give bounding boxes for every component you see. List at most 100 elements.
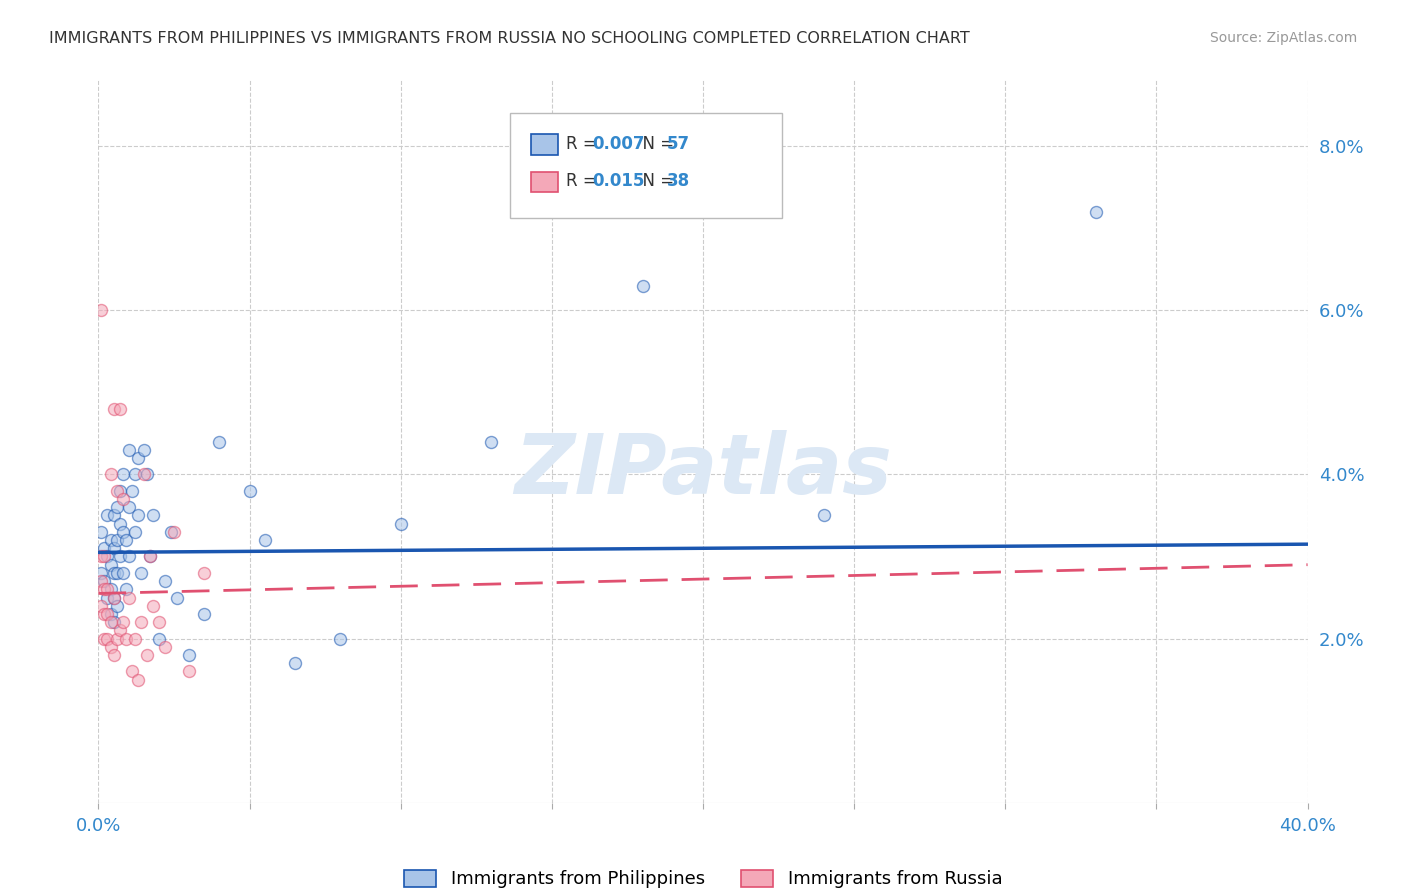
Point — [100, 615, 122, 630]
Point — [93, 549, 115, 564]
Point — [179, 665, 201, 679]
Text: IMMIGRANTS FROM PHILIPPINES VS IMMIGRANTS FROM RUSSIA NO SCHOOLING COMPLETED COR: IMMIGRANTS FROM PHILIPPINES VS IMMIGRANT… — [49, 31, 970, 46]
Point — [153, 574, 176, 588]
Text: 0.015: 0.015 — [592, 172, 644, 190]
Point — [127, 673, 149, 687]
Point — [114, 582, 136, 597]
Point — [111, 524, 134, 539]
FancyBboxPatch shape — [531, 135, 558, 154]
Point — [239, 483, 262, 498]
Point — [96, 549, 118, 564]
Point — [103, 508, 125, 523]
Point — [111, 615, 134, 630]
Point — [124, 524, 146, 539]
Point — [253, 533, 276, 547]
Point — [93, 574, 115, 588]
Point — [105, 566, 128, 580]
Point — [148, 615, 170, 630]
Point — [96, 582, 118, 597]
Text: N =: N = — [631, 135, 679, 153]
Point — [103, 591, 125, 605]
Legend: Immigrants from Philippines, Immigrants from Russia: Immigrants from Philippines, Immigrants … — [396, 863, 1010, 892]
Point — [139, 549, 162, 564]
Point — [100, 467, 122, 482]
Point — [96, 607, 118, 621]
Point — [100, 640, 122, 654]
Point — [93, 632, 115, 646]
Point — [118, 442, 141, 457]
Point — [111, 566, 134, 580]
Text: R =: R = — [567, 135, 602, 153]
Point — [105, 533, 128, 547]
Point — [148, 632, 170, 646]
Point — [111, 491, 134, 506]
Point — [93, 541, 115, 556]
Point — [153, 640, 176, 654]
Point — [121, 665, 143, 679]
Text: Source: ZipAtlas.com: Source: ZipAtlas.com — [1209, 31, 1357, 45]
Point — [127, 450, 149, 465]
Point — [108, 549, 131, 564]
Point — [139, 549, 162, 564]
Point — [100, 533, 122, 547]
Point — [100, 582, 122, 597]
Point — [111, 467, 134, 482]
Text: 38: 38 — [666, 172, 690, 190]
Point — [100, 558, 122, 572]
Point — [103, 615, 125, 630]
Point — [105, 483, 128, 498]
Point — [90, 524, 112, 539]
Point — [284, 657, 307, 671]
Point — [124, 632, 146, 646]
Point — [90, 303, 112, 318]
Point — [631, 278, 654, 293]
Point — [105, 632, 128, 646]
Text: ZIPatlas: ZIPatlas — [515, 430, 891, 511]
Point — [118, 549, 141, 564]
Point — [160, 524, 183, 539]
Point — [90, 574, 112, 588]
Point — [193, 607, 215, 621]
Point — [105, 599, 128, 613]
Point — [1085, 204, 1108, 219]
Point — [329, 632, 352, 646]
Point — [163, 524, 186, 539]
Point — [90, 566, 112, 580]
Text: N =: N = — [631, 172, 679, 190]
Point — [108, 516, 131, 531]
Point — [208, 434, 231, 449]
Point — [193, 566, 215, 580]
Point — [96, 591, 118, 605]
Text: 57: 57 — [666, 135, 690, 153]
FancyBboxPatch shape — [509, 112, 782, 218]
Point — [90, 599, 112, 613]
FancyBboxPatch shape — [531, 172, 558, 193]
Point — [93, 607, 115, 621]
Point — [96, 632, 118, 646]
Text: 0.007: 0.007 — [592, 135, 644, 153]
Point — [108, 624, 131, 638]
Point — [103, 591, 125, 605]
Point — [142, 508, 165, 523]
Point — [135, 467, 157, 482]
Point — [132, 442, 155, 457]
Point — [103, 541, 125, 556]
Point — [118, 500, 141, 515]
Point — [129, 566, 152, 580]
Point — [124, 467, 146, 482]
Point — [103, 648, 125, 662]
Point — [118, 591, 141, 605]
Point — [179, 648, 201, 662]
Point — [481, 434, 503, 449]
Point — [100, 607, 122, 621]
Point — [108, 401, 131, 416]
Point — [96, 508, 118, 523]
Point — [135, 648, 157, 662]
Point — [813, 508, 835, 523]
Point — [142, 599, 165, 613]
Point — [132, 467, 155, 482]
Point — [105, 500, 128, 515]
Point — [103, 566, 125, 580]
Text: R =: R = — [567, 172, 602, 190]
Point — [166, 591, 188, 605]
